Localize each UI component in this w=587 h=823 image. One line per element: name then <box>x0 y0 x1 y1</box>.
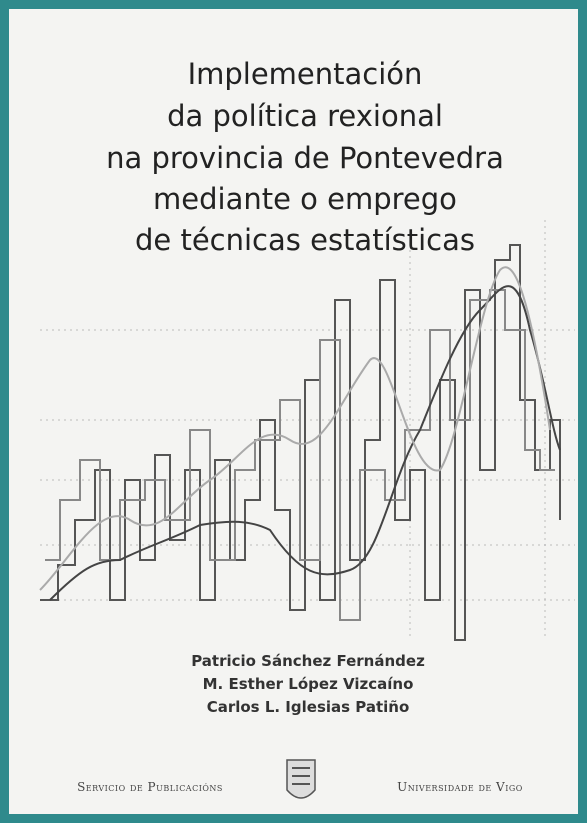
title-line: na provincia de Pontevedra <box>106 141 504 175</box>
decorative-graph <box>40 220 575 640</box>
title-line: mediante o emprego <box>153 182 457 216</box>
author: Carlos L. Iglesias Patiño <box>207 698 410 716</box>
title-line: de técnicas estatísticas <box>135 223 475 257</box>
emblem <box>287 760 315 798</box>
cover-art: Implementación da política rexional na p… <box>9 9 578 814</box>
author: M. Esther López Vizcaíno <box>203 675 414 693</box>
book-cover: Implementación da política rexional na p… <box>0 0 587 823</box>
title-line: Implementación <box>188 57 423 91</box>
author: Patricio Sánchez Fernández <box>191 652 425 670</box>
publisher-right: Universidade de Vigo <box>397 780 523 794</box>
publisher-left: Servicio de Publicacións <box>77 780 223 794</box>
title-line: da política rexional <box>167 99 443 133</box>
